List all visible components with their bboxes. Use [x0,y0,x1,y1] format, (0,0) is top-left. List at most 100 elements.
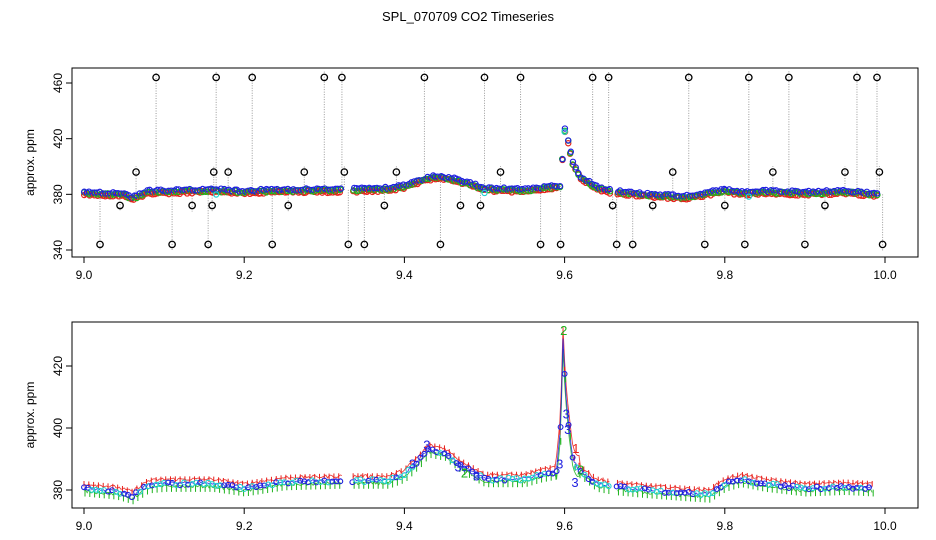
y-tick-label: 380 [51,184,65,204]
outlier-point [769,168,777,176]
series-point [489,477,496,484]
series-point [733,477,740,484]
outlier-point [496,168,505,176]
series-point [97,487,103,494]
series-point [89,487,95,493]
x-tick-label: 9.0 [76,268,93,282]
series-digit-label: 3 [473,469,480,484]
series-point [553,183,560,190]
series-point [457,461,464,468]
series-point [797,484,804,491]
outlier-point [168,240,176,249]
outlier-point [700,240,709,249]
outlier-point [208,201,217,210]
series-point [805,486,812,493]
series-point [437,450,444,457]
series-point [617,483,624,490]
series-point [866,484,872,491]
outlier-point [612,240,621,249]
series-point [161,479,168,486]
outlier-point [380,201,389,210]
series-point [681,489,688,496]
series-digit-label: 2 [560,323,567,338]
plot-frame [71,67,919,258]
series-point [384,185,391,192]
series-point [725,478,732,485]
series-point [417,454,424,461]
series-point [501,477,508,484]
outlier-point [841,168,849,176]
x-tick-label: 9.8 [716,268,733,282]
series-point [141,483,148,490]
series-point [293,477,300,484]
outlier-point [801,240,809,249]
series-point [261,482,268,489]
outlier-point [668,168,677,176]
series-point [585,476,592,483]
series-point [605,483,612,490]
series-point [801,485,808,492]
outlier-point [132,168,140,176]
y-tick-label: 380 [51,480,65,500]
outlier-point [740,240,749,249]
series-point [709,490,716,497]
outlier-point [480,73,489,82]
y-tick-label: 340 [51,240,65,260]
series-point [613,483,620,490]
series-point [721,482,728,488]
series-point [429,446,436,453]
series-point-cyan [481,189,488,197]
y-tick-label: 420 [51,356,65,376]
series-digit-label: 3 [564,422,571,437]
series-point [257,482,264,489]
series-point [297,477,304,484]
outlier-point [628,240,637,249]
series-point [213,482,220,489]
series-point [277,479,284,486]
series-point [573,464,580,471]
bottom-panel: 9.0 9.2 9.4 9.6 9.8 10.0 380 400 420 approx. ppm 2… [23,321,919,533]
series-point [557,424,564,430]
series-point [625,486,632,493]
series-point [793,483,800,490]
series-point [313,479,320,486]
series-point [541,470,548,477]
outlier-point [608,201,617,210]
series-point [565,421,572,428]
series-point [249,483,256,490]
series-point [325,479,332,486]
series-point [185,481,192,488]
outlier-point [875,168,884,176]
outlier-point [224,168,233,176]
series-point [749,479,756,486]
series-point-cyan [745,193,753,200]
series-point [567,148,575,155]
series-point [425,446,432,453]
plot-frame [71,321,919,509]
series-point [381,477,388,484]
series-point [225,481,232,488]
series-point [629,486,636,493]
series-point [377,477,384,483]
outlier-point [320,73,329,82]
series-point-cyan [212,191,220,198]
outlier-point [604,73,613,82]
series-point [333,478,340,485]
series-point [165,479,172,486]
series-digit-label: 3 [454,459,461,474]
series-point [781,482,788,489]
y-tick-label: 420 [51,128,65,148]
series-point [441,450,448,457]
series-point [561,370,568,377]
top-panel: 9.0 9.2 9.4 9.6 9.8 10.0 340 380 420 460 approx. p… [23,67,919,282]
series-point [577,468,584,475]
x-tick-label: 9.6 [556,519,573,533]
series-point [717,484,724,491]
series-point [177,482,184,489]
outlier-point [588,73,597,82]
outlier-point [340,168,349,176]
series-point [673,490,680,497]
outlier-point [96,240,104,249]
series-point [677,489,684,496]
